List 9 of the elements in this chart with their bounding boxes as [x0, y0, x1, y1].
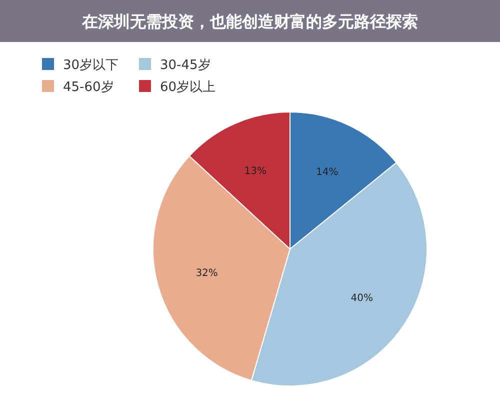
legend-label: 30岁以下: [63, 58, 119, 73]
data-label: 13%: [244, 166, 267, 177]
chart-title: 在深圳无需投资，也能创造财富的多元路径探索: [81, 12, 418, 31]
data-label: 40%: [350, 292, 373, 304]
legend-label: 30-45岁: [160, 58, 211, 73]
legend-label: 45-60岁: [63, 80, 114, 95]
legend-label: 60岁以上: [160, 80, 216, 95]
data-label: 32%: [196, 268, 218, 279]
data-label: 14%: [316, 167, 338, 178]
